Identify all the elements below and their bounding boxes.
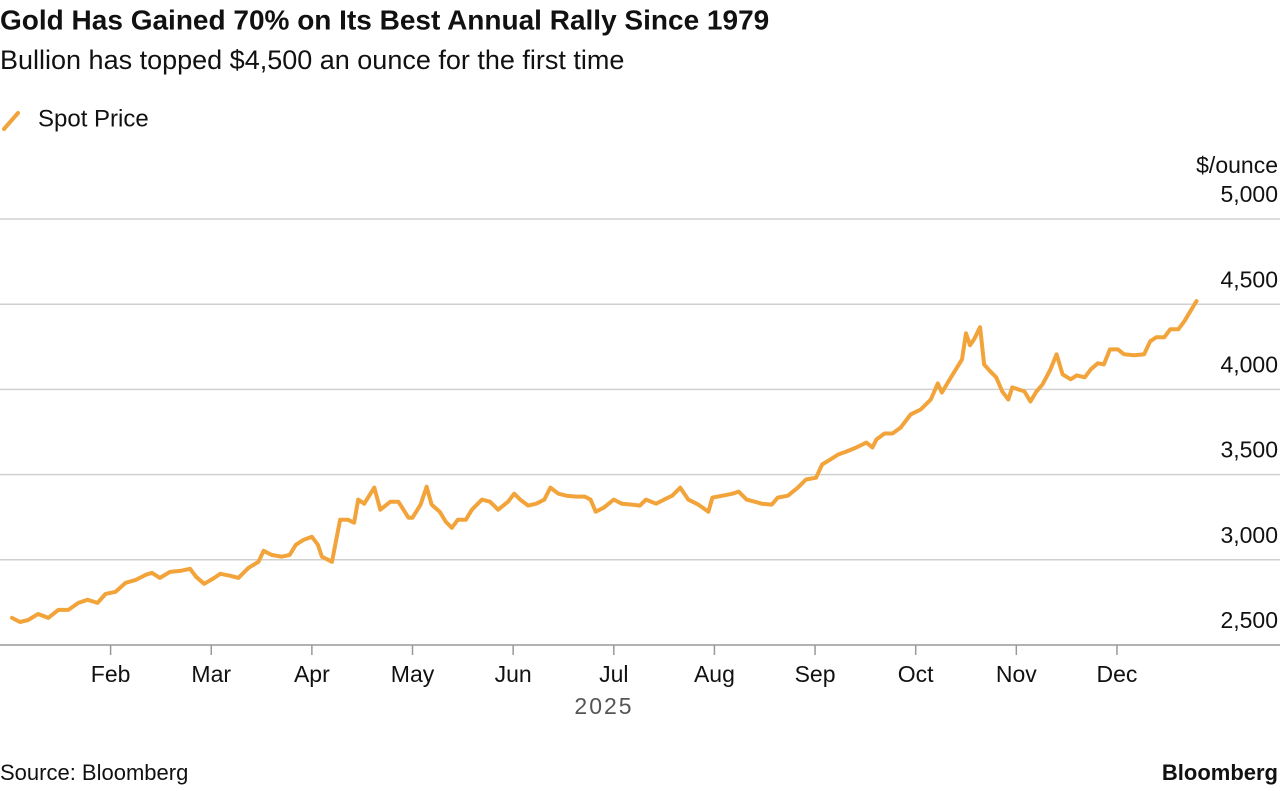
y-tick-label: 3,500	[1220, 437, 1278, 463]
x-tick-label: Oct	[898, 661, 934, 687]
x-tick-label: Dec	[1097, 661, 1138, 687]
x-tick-label: Mar	[191, 661, 231, 687]
x-tick-label: Sep	[795, 661, 836, 687]
x-axis-label: 2025	[574, 693, 633, 719]
source: Source: Bloomberg	[0, 760, 188, 785]
x-tick-label: Apr	[294, 661, 330, 687]
legend-swatch	[2, 111, 20, 131]
x-tick-label: Aug	[694, 661, 735, 687]
y-unit: $/ounce	[1196, 152, 1278, 178]
x-tick-label: May	[391, 661, 435, 687]
chart-title: Gold Has Gained 70% on Its Best Annual R…	[0, 4, 769, 35]
y-tick-label: 2,500	[1220, 607, 1278, 633]
price-line	[10, 299, 1199, 624]
y-tick-label: 4,500	[1220, 266, 1278, 292]
y-tick-label: 4,000	[1220, 351, 1278, 377]
x-tick-label: Nov	[996, 661, 1037, 687]
x-tick-label: Jun	[495, 661, 532, 687]
y-tick-label: 5,000	[1220, 181, 1278, 207]
x-tick-label: Feb	[91, 661, 131, 687]
brand: Bloomberg	[1162, 760, 1278, 785]
x-tick-label: Jul	[599, 661, 628, 687]
legend-label: Spot Price	[38, 105, 149, 132]
chart-subtitle: Bullion has topped $4,500 an ounce for t…	[0, 45, 624, 75]
y-tick-label: 3,000	[1220, 522, 1278, 548]
